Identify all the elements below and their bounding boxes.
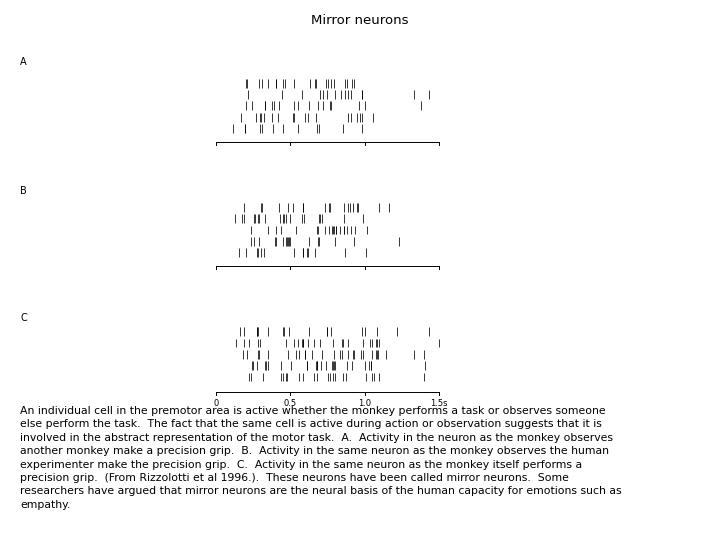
Text: A: A xyxy=(20,57,27,67)
Text: 1.0: 1.0 xyxy=(359,399,372,408)
Text: An individual cell in the premotor area is active whether the monkey performs a : An individual cell in the premotor area … xyxy=(20,406,622,510)
Text: 0.5: 0.5 xyxy=(284,399,297,408)
Text: B: B xyxy=(20,186,27,197)
Text: C: C xyxy=(20,313,27,323)
Text: Mirror neurons: Mirror neurons xyxy=(311,14,409,27)
Text: 1.5s: 1.5s xyxy=(431,399,448,408)
Text: 0: 0 xyxy=(213,399,219,408)
